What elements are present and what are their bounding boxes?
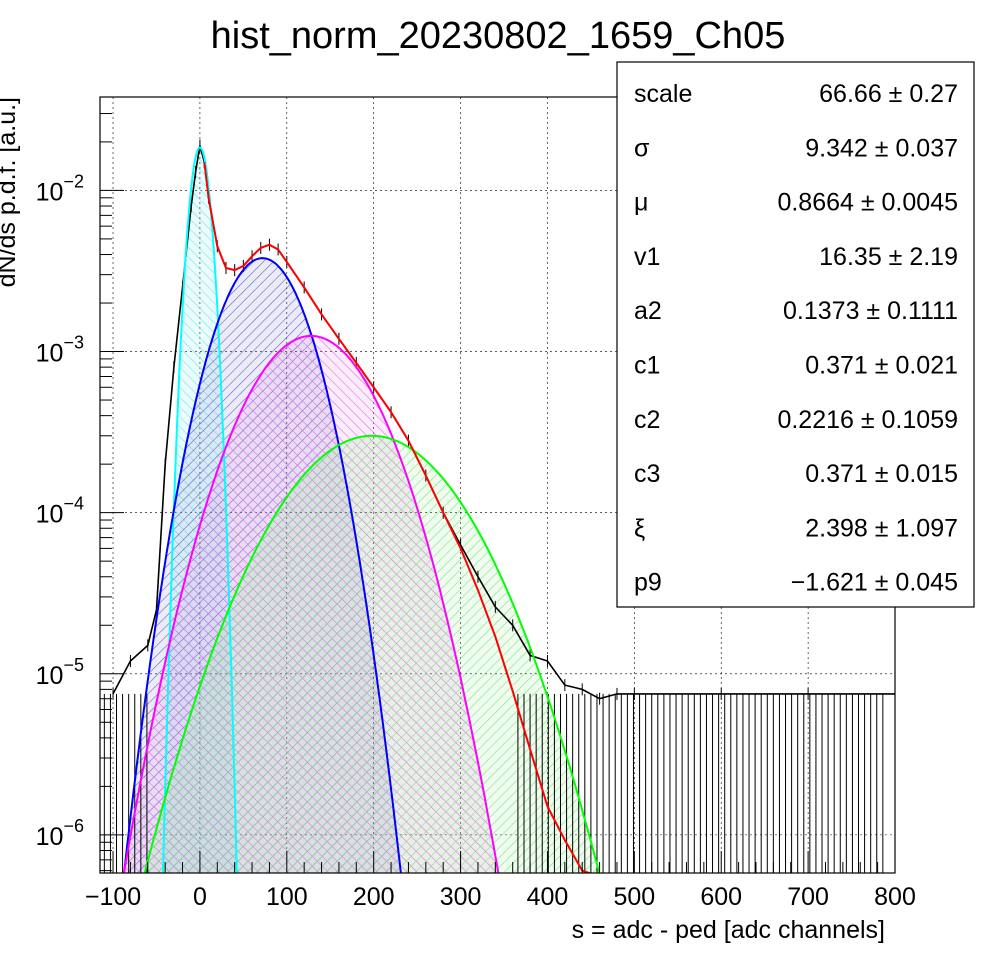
stat-value: 0.371 ± 0.021 xyxy=(805,352,958,380)
stat-name: ξ xyxy=(634,514,645,542)
y-tick-label: 10−4 xyxy=(36,494,84,529)
stats-box-frame xyxy=(616,61,975,608)
component-curve xyxy=(122,334,500,873)
x-tick-label: 400 xyxy=(527,883,569,911)
x-tick-label: 800 xyxy=(874,883,916,911)
stat-name: c2 xyxy=(634,406,660,434)
stat-name: c1 xyxy=(634,352,660,380)
y-axis-label: dN/ds p.d.f. [a.u.] xyxy=(0,97,21,287)
x-tick-label: 300 xyxy=(440,883,482,911)
stat-value: 2.398 ± 1.097 xyxy=(805,514,958,542)
x-tick-label: 700 xyxy=(787,883,829,911)
x-tick-label: 0 xyxy=(193,883,207,911)
x-tick-label: 600 xyxy=(700,883,742,911)
component-curve xyxy=(161,146,238,873)
component-curve xyxy=(123,257,402,873)
x-tick-label: 100 xyxy=(266,883,308,911)
y-tick-label: 10−5 xyxy=(36,655,84,690)
chart-title: hist_norm_20230802_1659_Ch05 xyxy=(211,15,786,57)
y-tick-label: 10−3 xyxy=(36,333,84,368)
stat-name: c3 xyxy=(634,460,660,488)
stat-name: scale xyxy=(634,80,692,108)
stat-value: 0.1373 ± 0.1111 xyxy=(783,297,958,325)
stat-name: v1 xyxy=(634,243,660,271)
y-tick-label: 10−6 xyxy=(36,816,84,851)
axis-ticks xyxy=(100,113,896,873)
stat-value: −1.621 ± 0.045 xyxy=(791,569,958,597)
x-tick-label: 500 xyxy=(613,883,655,911)
stat-value: 16.35 ± 2.19 xyxy=(819,243,958,271)
stat-value: 9.342 ± 0.037 xyxy=(805,134,958,162)
stat-value: 0.2216 ± 0.1059 xyxy=(777,406,958,434)
stat-name: σ xyxy=(634,134,650,162)
stat-value: 0.371 ± 0.015 xyxy=(805,460,958,488)
fit-statistics-box: scale 66.66 ± 0.27 σ 9.342 ± 0.037 μ 0.8664 ±… xyxy=(616,61,975,608)
component-curve xyxy=(143,434,601,873)
x-axis-label: s = adc - ped [adc channels] xyxy=(572,916,885,944)
tick-labels: −100 0 100 200 300 400 500 600 700 800 10−2 10−3 10−… xyxy=(36,171,916,911)
x-tick-label: −100 xyxy=(85,883,141,911)
stat-value: 66.66 ± 0.27 xyxy=(819,80,958,108)
fit-curves xyxy=(122,146,601,873)
y-tick-label: 10−2 xyxy=(36,171,84,206)
stat-value: 0.8664 ± 0.0045 xyxy=(777,189,958,217)
stat-name: p9 xyxy=(634,569,662,597)
x-tick-label: 200 xyxy=(353,883,395,911)
fit-total-curve xyxy=(203,161,593,873)
stat-name: μ xyxy=(634,189,648,217)
stat-name: a2 xyxy=(634,297,662,325)
